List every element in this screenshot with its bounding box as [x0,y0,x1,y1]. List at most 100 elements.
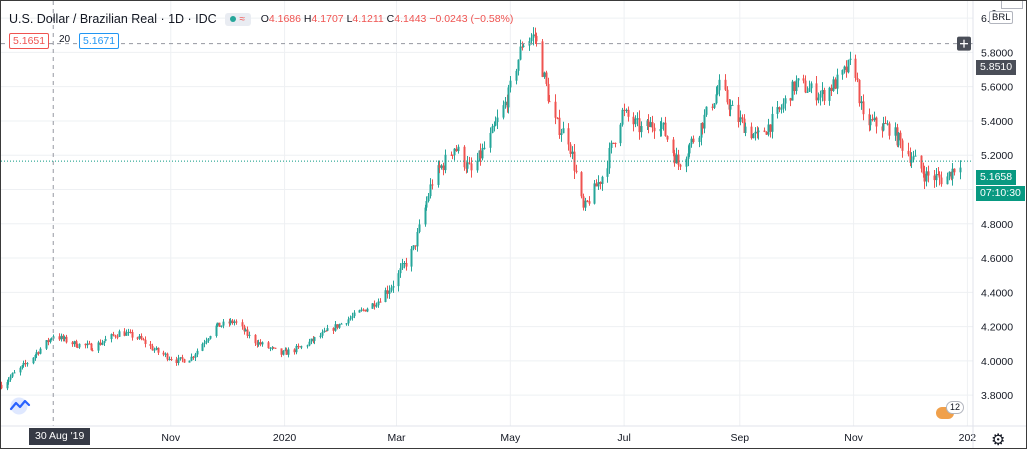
candle-body [606,168,609,177]
candle-body [687,153,690,159]
candle-body [13,372,16,374]
candle-body [90,343,93,351]
candle-body [927,171,930,176]
candle-body [377,301,380,306]
chart-overlays [1,1,973,426]
settings-gear-icon[interactable]: ⚙ [991,432,1006,449]
candle-body [841,69,844,75]
candle-body [390,287,393,291]
candle-body [140,335,143,340]
candle-body [784,98,787,104]
candle-body [235,321,238,323]
candle-body [771,113,774,132]
candle-body [50,338,53,340]
candle-body [716,90,719,95]
candle-body [112,334,115,336]
candle-body [379,301,382,303]
candle-body [920,155,923,169]
candle-body [399,268,402,274]
candle-body [194,354,197,358]
candle-body [196,350,199,355]
candle-body [743,118,746,133]
candle-body [401,263,404,269]
candle-body [535,35,538,42]
candle-body [334,324,337,331]
candle-body [884,123,887,125]
candle-body [451,154,454,156]
candle-body [181,357,184,360]
candle-body [582,196,585,208]
candle-body [1,384,3,389]
candle-body [91,350,94,352]
candle-body [388,290,391,294]
candle-body [45,340,48,349]
maximize-button[interactable] [1001,1,1023,9]
price-tick-label: 4.8000 [981,219,1013,231]
candle-body [326,328,329,331]
candle-body [261,342,264,345]
candle-body [666,136,669,140]
candle-body [819,94,822,98]
candle-body [414,245,417,247]
candle-body [9,376,12,380]
candle-body [405,263,408,267]
candle-body [71,342,74,345]
symbol-title[interactable]: U.S. Dollar / Brazilian Real · 1D · IDC [9,12,217,26]
candle-body [257,342,260,345]
candle-body [586,200,589,202]
candle-body [804,80,807,93]
candle-body [177,358,180,364]
candle-body [922,168,925,174]
candle-body [795,80,798,92]
candle-body [97,342,100,351]
candle-body [959,167,962,173]
candle-body [757,130,760,133]
candle-body [776,107,779,114]
candle-body [76,346,79,348]
candle-body [479,150,482,159]
candle-body [84,343,87,346]
candle-body [806,91,809,93]
candle-body [243,326,246,332]
candle-body [175,359,178,364]
tradingview-logo-icon[interactable] [7,397,35,415]
candle-body [810,83,813,89]
candle-body [58,336,61,340]
candle-body [856,77,859,80]
candle-body [24,362,27,364]
candle-body [610,142,613,148]
candle-series [1,27,962,391]
candle-body [793,81,796,92]
price-tick-label: 5.6000 [981,82,1013,94]
candle-body [418,224,421,232]
candle-body [431,184,434,186]
candle-body [323,330,326,333]
candle-body [534,34,537,36]
candle-body [190,356,193,361]
candle-body [21,365,24,368]
bid-price-button[interactable]: 5.1651 [9,33,50,49]
chart-legend: U.S. Dollar / Brazilian Real · 1D · IDC … [9,12,513,26]
ask-price-button[interactable]: 5.1671 [79,33,120,49]
candle-body [6,382,9,389]
candle-body [612,142,615,144]
candle-body [595,183,598,187]
candle-body [517,59,520,71]
candle-body [345,323,348,325]
candle-body [614,142,617,144]
candle-body [427,196,430,202]
eye-wave-icon[interactable]: ≈ [224,12,251,26]
candle-body [515,70,518,81]
candle-body [444,154,447,171]
candle-body [588,201,591,204]
crosshair-plus-icon [957,36,971,51]
candle-body [660,124,663,129]
currency-label[interactable]: BRL [989,11,1014,24]
candle-body [834,79,837,89]
candle-body [437,165,440,185]
candle-body [847,59,850,73]
candle-body [597,181,600,187]
candle-body [909,154,912,163]
candle-body [854,58,857,78]
